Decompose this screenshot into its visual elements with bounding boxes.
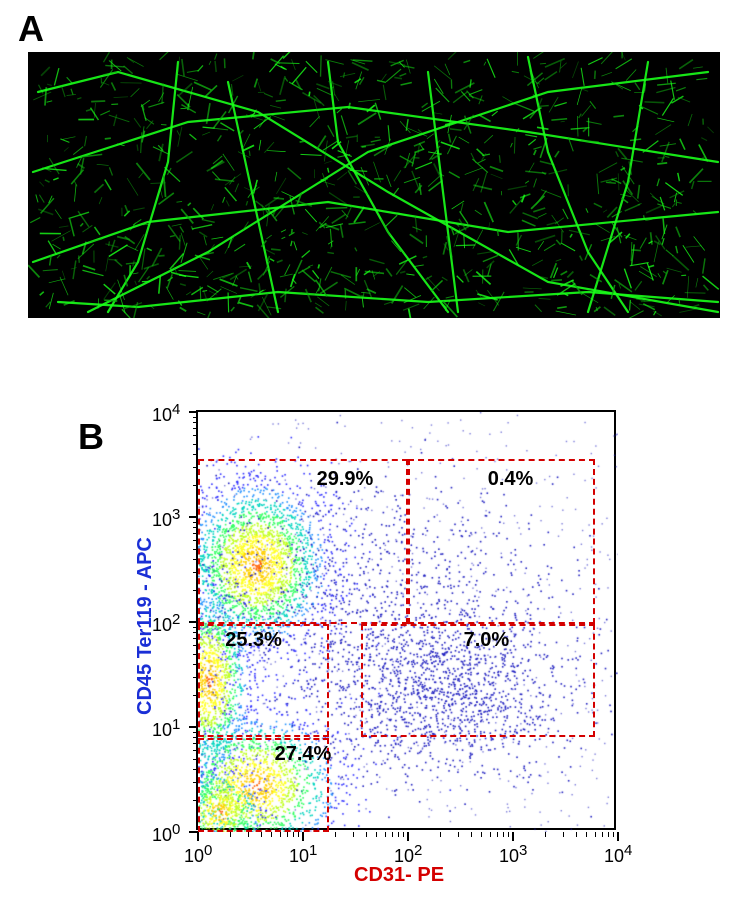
x-tick-0: 100	[184, 842, 212, 867]
y-tick-0: 100	[152, 821, 182, 846]
x-axis-label: CD31- PE	[354, 864, 444, 887]
y-tick-1: 101	[152, 716, 182, 741]
plot-area: 29.9%0.4%25.3%7.0%27.4% 1001001011011021…	[196, 410, 616, 830]
x-tick-4: 104	[604, 842, 632, 867]
panel-label-a: A	[18, 8, 44, 50]
x-tick-3: 103	[499, 842, 527, 867]
microscopy-image	[28, 52, 720, 318]
x-tick-1: 101	[289, 842, 317, 867]
y-tick-3: 103	[152, 506, 182, 531]
flow-cytometry-plot: CD45 Ter119 - APC 29.9%0.4%25.3%7.0%27.4…	[132, 388, 692, 898]
y-tick-4: 104	[152, 401, 182, 426]
y-tick-2: 102	[152, 611, 182, 636]
panel-label-b: B	[78, 416, 104, 458]
scatter-canvas	[198, 412, 618, 832]
